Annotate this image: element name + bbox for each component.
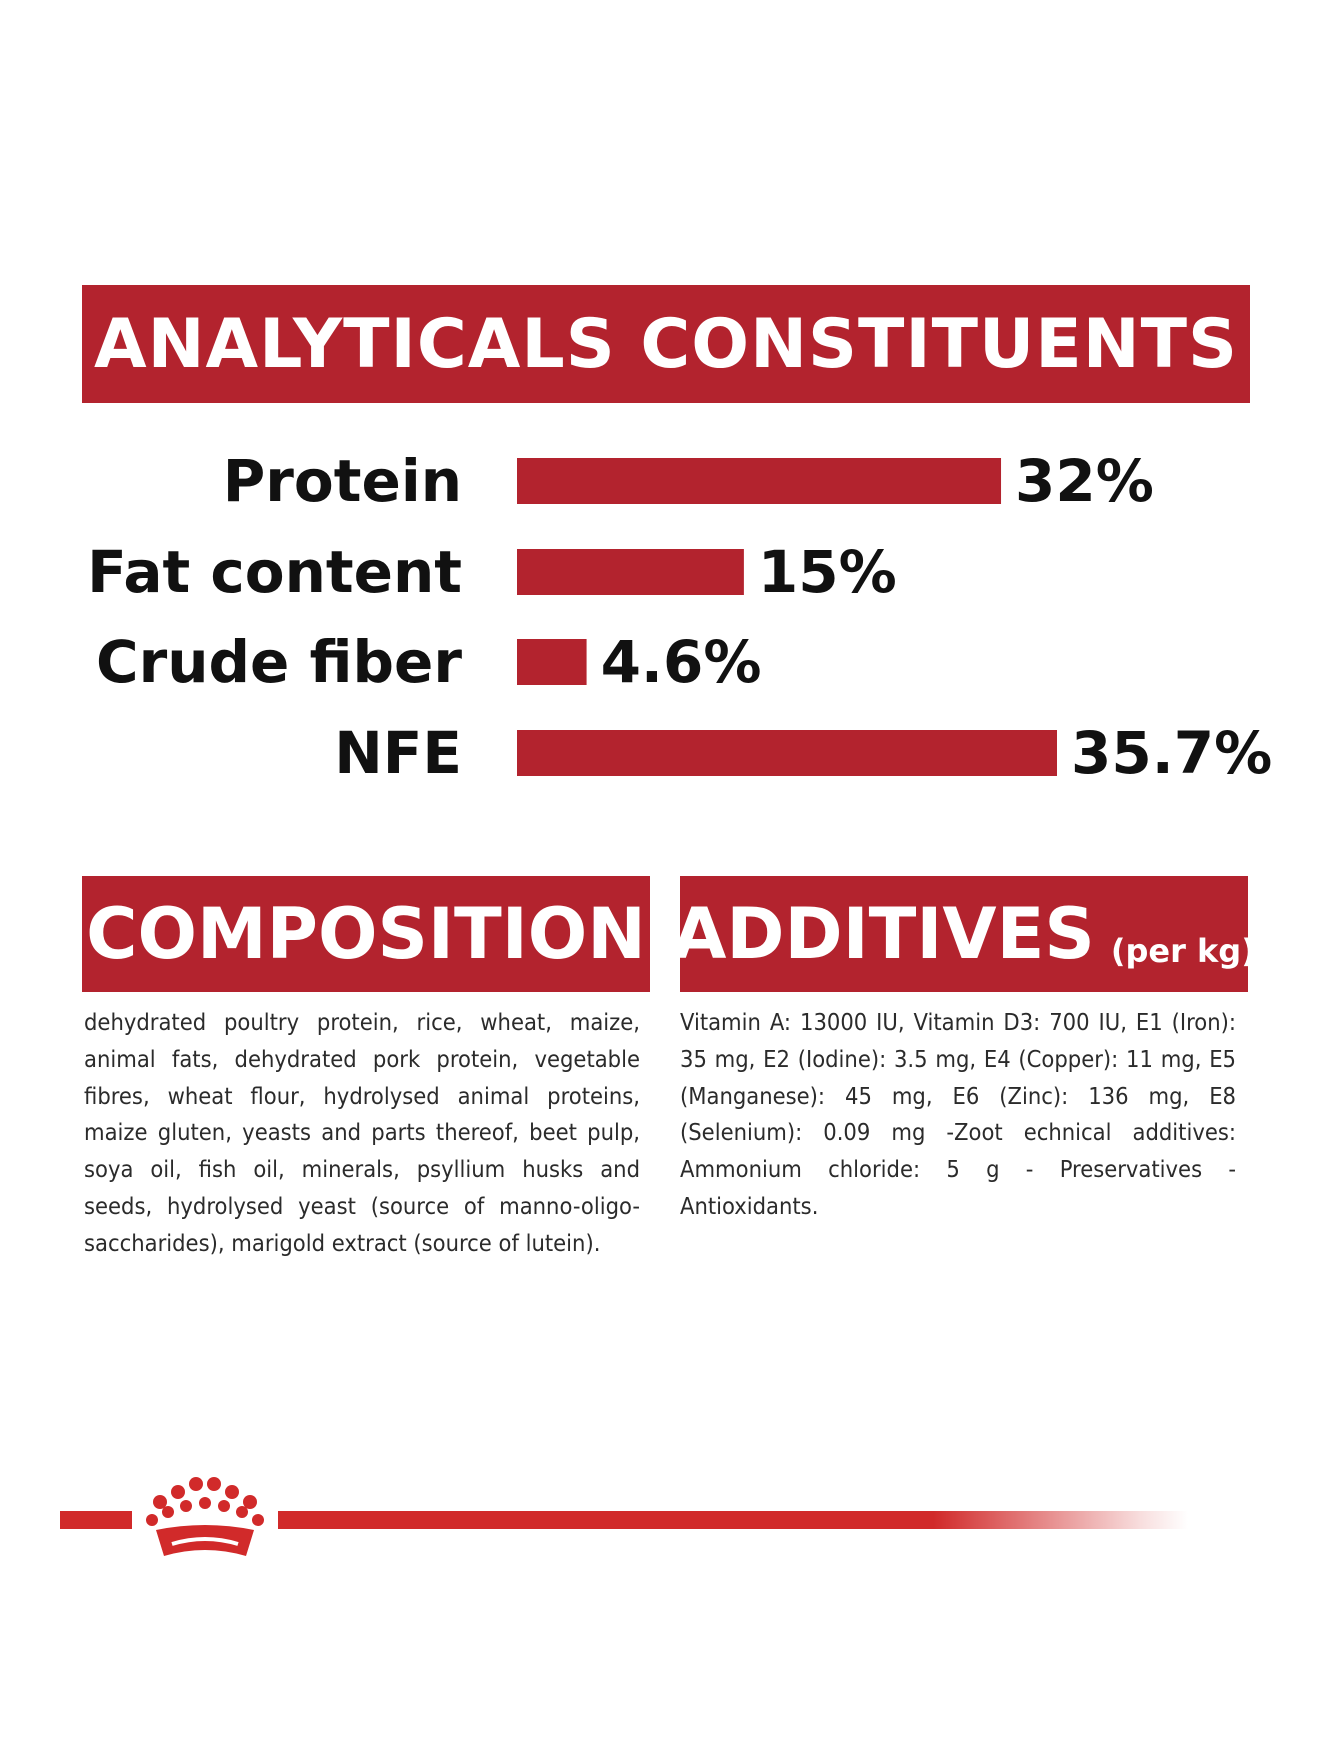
bar — [517, 730, 1057, 776]
value-label: 15% — [758, 538, 897, 606]
additives-subtitle: (per kg) — [1110, 932, 1248, 970]
bar — [517, 549, 744, 595]
bar — [517, 639, 587, 685]
royal-canin-crown-icon — [146, 1477, 264, 1556]
category-label: NFE — [334, 719, 462, 787]
value-label: 4.6% — [601, 628, 762, 696]
category-label: Protein — [223, 447, 462, 515]
bar — [517, 458, 1002, 504]
additives-banner: ADDITIVES (per kg) — [680, 876, 1248, 992]
footer-line-right — [278, 1511, 1188, 1529]
footer-line-left — [60, 1511, 132, 1529]
analytics-banner: ANALYTICALS CONSTITUENTS — [82, 285, 1250, 403]
composition-text: dehydrated poultry protein, rice, wheat,… — [84, 1008, 640, 1257]
composition-banner: COMPOSITION — [82, 876, 650, 992]
additives-text: Vitamin A: 13000 IU, Vitamin D3: 700 IU,… — [680, 1008, 1236, 1220]
analytics-title: ANALYTICALS CONSTITUENTS — [94, 304, 1238, 384]
additives-title: ADDITIVES — [680, 893, 1095, 975]
category-label: Crude fiber — [96, 628, 462, 696]
category-label: Fat content — [87, 538, 462, 606]
value-label: 35.7% — [1071, 719, 1272, 787]
value-label: 32% — [1015, 447, 1154, 515]
composition-title: COMPOSITION — [86, 893, 646, 975]
